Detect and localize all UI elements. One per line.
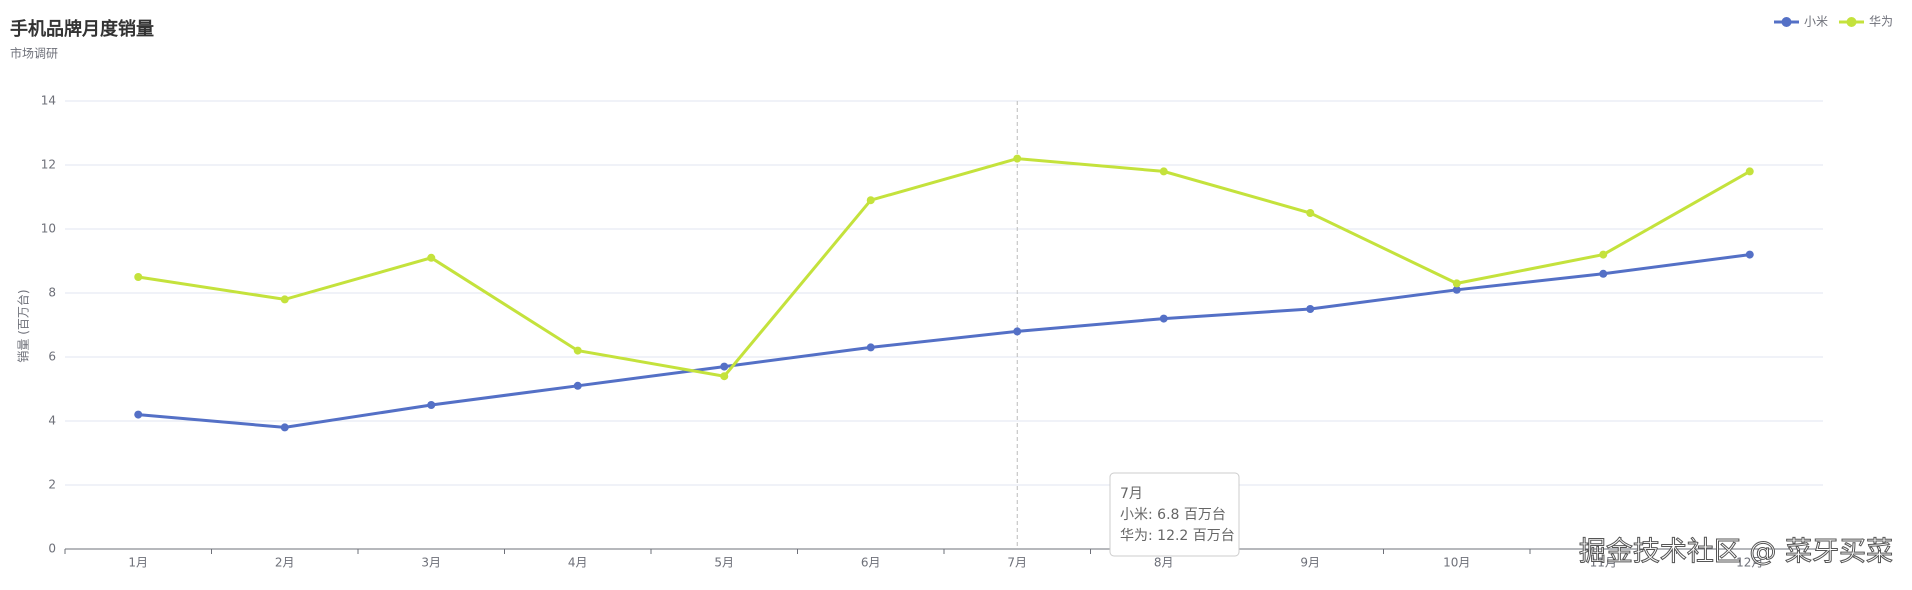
x-tick-label: 9月	[1300, 556, 1320, 570]
x-tick-label: 2月	[275, 556, 295, 570]
data-point	[1306, 209, 1315, 217]
series-line	[138, 157, 1751, 378]
x-tick-label: 4月	[568, 556, 588, 570]
y-tick-label: 8	[48, 286, 56, 300]
data-point	[573, 381, 582, 390]
data-point	[720, 372, 729, 381]
legend-label: 华为	[1869, 15, 1893, 29]
x-tick-label: 11月	[1590, 556, 1617, 570]
x-tick-label: 3月	[421, 556, 441, 570]
data-point	[134, 410, 143, 419]
data-point	[280, 423, 289, 432]
data-point	[1745, 250, 1754, 259]
tooltip-line: 华为: 12.2 百万台	[1120, 528, 1235, 544]
data-point	[866, 196, 875, 205]
y-tick-label: 0	[48, 542, 56, 556]
legend-marker	[1781, 17, 1792, 27]
data-point	[1159, 314, 1168, 323]
data-point	[1013, 154, 1022, 163]
data-point	[134, 273, 143, 281]
y-tick-label: 14	[41, 94, 56, 108]
x-tick-label: 7月	[1007, 556, 1027, 570]
watermark: 掘金技术社区 @ 菜牙买菜	[1579, 537, 1893, 568]
data-point	[280, 295, 289, 304]
data-point	[1013, 327, 1022, 336]
y-tick-label: 12	[41, 158, 56, 172]
data-point	[1452, 285, 1461, 294]
data-point	[427, 253, 436, 262]
x-tick-label: 6月	[861, 556, 881, 570]
legend-marker	[1846, 17, 1857, 27]
tooltip-title: 7月	[1120, 486, 1143, 502]
x-tick-label: 12月	[1736, 556, 1763, 570]
y-tick-label: 6	[48, 350, 56, 364]
y-tick-label: 4	[48, 414, 56, 428]
x-tick-label: 5月	[714, 556, 734, 570]
data-point	[427, 401, 436, 409]
y-tick-label: 2	[48, 478, 56, 492]
y-tick-label: 10	[41, 222, 56, 236]
chart-subtitle: 市场调研	[10, 46, 58, 61]
series-line	[138, 253, 1750, 429]
x-tick-label: 8月	[1154, 556, 1174, 570]
x-tick-label: 1月	[128, 556, 148, 570]
data-point	[1159, 167, 1168, 176]
chart-title: 手机品牌月度销量	[10, 18, 154, 40]
data-point	[866, 343, 875, 352]
data-point	[1599, 250, 1608, 259]
data-point	[1452, 279, 1461, 288]
data-point	[573, 346, 582, 355]
x-tick-label: 10月	[1443, 556, 1470, 570]
data-point	[1599, 269, 1608, 278]
data-point	[1745, 167, 1754, 176]
data-point	[1306, 305, 1315, 313]
data-point	[720, 362, 729, 371]
legend-label: 小米	[1804, 15, 1828, 29]
tooltip-line: 小米: 6.8 百万台	[1120, 507, 1226, 523]
y-axis-label: 销量 (百万台)	[16, 289, 31, 362]
tooltip-box	[1109, 472, 1240, 557]
